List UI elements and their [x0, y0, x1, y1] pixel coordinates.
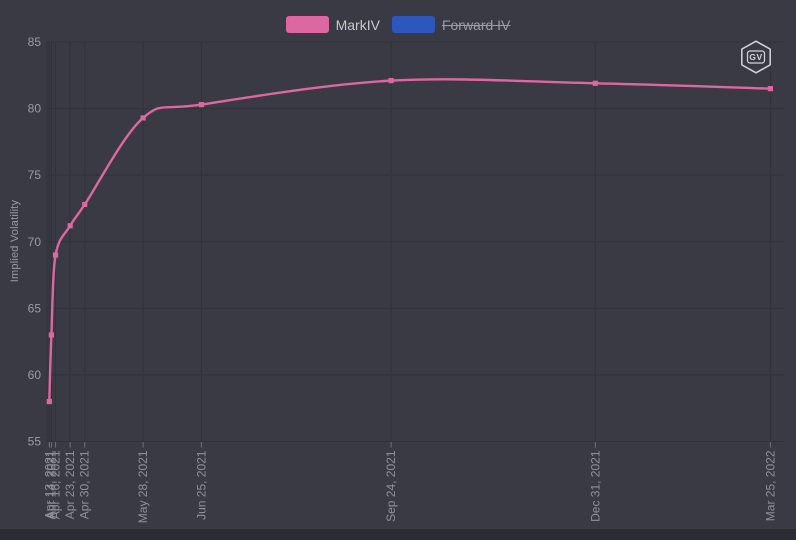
- gv-letter-box: [746, 50, 766, 64]
- forward-iv-swatch-icon: [391, 16, 435, 33]
- chart-legend: MarkIV Forward IV: [0, 16, 796, 33]
- y-tick-label-85: 85: [28, 35, 42, 49]
- series-marker-1: [48, 332, 54, 338]
- y-tick-label-55: 55: [28, 435, 42, 449]
- x-tick-label-2: Apr 16, 2021: [49, 450, 63, 519]
- y-tick-label-70: 70: [28, 235, 42, 249]
- series-marker-8: [592, 80, 598, 86]
- x-tick-label-8: Dec 31, 2021: [588, 450, 602, 522]
- series-marker-9: [767, 86, 773, 92]
- x-tick-label-0: Apr 13, 2021: [42, 450, 56, 519]
- series-line-markiv: [48, 78, 772, 403]
- legend-label-markiv: MarkIV: [335, 16, 380, 33]
- series-marker-3: [67, 223, 73, 229]
- x-tick-label-6: Jun 25, 2021: [194, 450, 208, 520]
- y-axis-title: Implied Volatility: [9, 199, 21, 283]
- legend-item-markiv[interactable]: MarkIV: [285, 16, 380, 33]
- y-tick-label-60: 60: [28, 368, 42, 382]
- x-tick-label-4: Apr 30, 2021: [78, 450, 92, 519]
- y-tick-label-65: 65: [28, 301, 42, 315]
- series-marker-2: [52, 252, 59, 258]
- series-marker-5: [140, 115, 146, 121]
- x-tick-label-7: Sep 24, 2021: [384, 450, 398, 522]
- series-marker-6: [198, 101, 205, 108]
- series-marker-7: [388, 78, 394, 84]
- iv-term-structure-chart: 55 60 65 70 75 80 85 Apr 13, 2021 Apr 14, 2021 Ap…: [0, 0, 796, 529]
- gv-hexagon-outline: [741, 40, 771, 74]
- gv-hexagon-icon: GV: [741, 40, 771, 74]
- x-tick-label-1: Apr 14, 2021: [44, 450, 58, 519]
- markiv-swatch-icon: [285, 16, 329, 33]
- legend-label-forward-iv: Forward IV: [441, 16, 511, 33]
- x-tick-label-3: Apr 23, 2021: [63, 450, 77, 519]
- legend-item-forward-iv[interactable]: Forward IV: [391, 16, 511, 33]
- series-marker-4: [82, 201, 88, 208]
- series-marker-0: [46, 398, 52, 405]
- gv-logo: GV: [740, 40, 772, 74]
- y-tick-label-75: 75: [28, 168, 42, 182]
- y-tick-label-80: 80: [28, 102, 42, 116]
- gv-logo-text: GV: [749, 52, 762, 62]
- x-tick-label-5: May 28, 2021: [136, 450, 150, 523]
- x-tick-label-9: Mar 25, 2022: [763, 450, 777, 521]
